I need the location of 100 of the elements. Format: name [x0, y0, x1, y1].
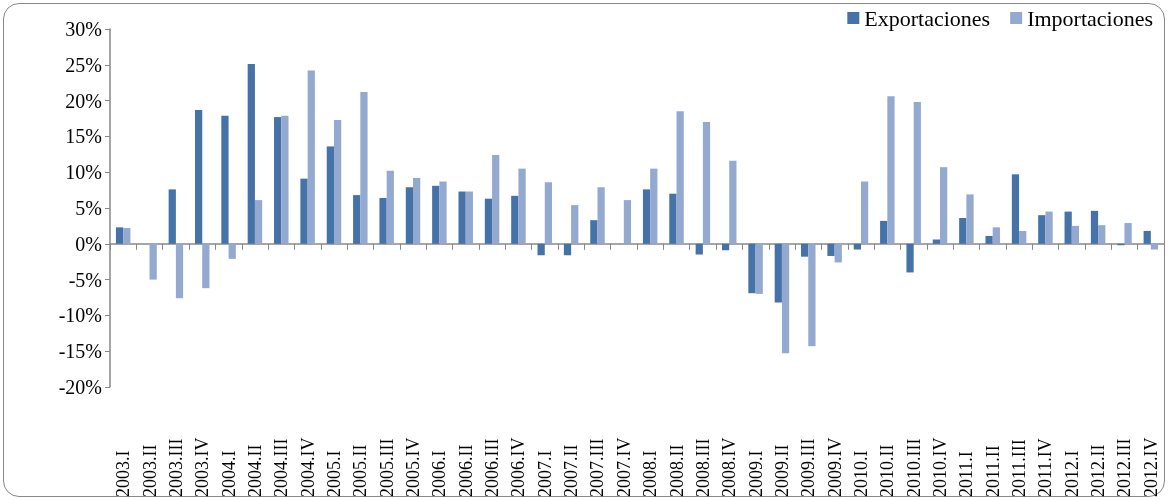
- bar: [247, 64, 255, 244]
- y-tick-label: 0%: [75, 232, 102, 255]
- y-tick-label: 15%: [65, 125, 102, 148]
- bar: [623, 200, 632, 244]
- bar: [590, 220, 598, 244]
- bar: [669, 193, 677, 244]
- bar: [781, 243, 790, 354]
- x-tick-label: 2003.II: [139, 444, 160, 497]
- bar: [300, 178, 308, 244]
- bar: [1098, 225, 1106, 244]
- x-tick-label: 2012.IV: [1140, 437, 1161, 497]
- x-tick-label: 2008.I: [640, 450, 661, 497]
- y-tick-label: -10%: [58, 304, 102, 327]
- bar: [168, 189, 176, 244]
- bar: [379, 197, 387, 244]
- bar: [1150, 243, 1159, 250]
- bar: [1071, 225, 1080, 244]
- x-tick-label: 2006.III: [482, 438, 503, 497]
- bar: [221, 115, 229, 244]
- x-tick-label: 2004.I: [218, 450, 239, 497]
- x-tick-label: 2010.I: [850, 450, 871, 497]
- x-tick-label: 2007.II: [561, 444, 582, 497]
- x-tick-label: 2008.III: [692, 438, 713, 497]
- bar: [932, 239, 941, 244]
- x-tick-label: 2005.II: [350, 444, 371, 497]
- x-tick-label: 2009.III: [798, 438, 819, 497]
- x-tick-label: 2010.IV: [930, 437, 951, 497]
- x-tick-label: 2009.IV: [824, 437, 845, 497]
- bar: [959, 218, 967, 244]
- bar: [940, 167, 948, 244]
- bar: [326, 146, 334, 244]
- bar: [492, 155, 500, 244]
- bar: [887, 96, 895, 244]
- bar: [729, 160, 737, 244]
- y-tick-label: 10%: [65, 161, 102, 184]
- legend-label: Importaciones: [1027, 5, 1154, 31]
- bar: [1064, 211, 1072, 244]
- bar: [597, 187, 605, 244]
- bar: [360, 92, 368, 244]
- bar: [571, 205, 579, 244]
- bar: [439, 181, 447, 244]
- x-tick-label: 2009.I: [745, 450, 766, 497]
- x-tick-label: 2011.IV: [1035, 438, 1056, 497]
- bar: [748, 243, 756, 294]
- bar: [1045, 211, 1053, 244]
- x-tick-label: 2011.III: [1009, 439, 1030, 497]
- x-tick-label: 2003.I: [113, 450, 134, 497]
- bar: [254, 200, 263, 244]
- bar: [432, 185, 440, 244]
- bar: [228, 243, 236, 259]
- x-tick-label: 2011.II: [982, 445, 1003, 497]
- x-tick-label: 2008.II: [666, 444, 687, 497]
- x-tick-label: 2007.IV: [613, 437, 634, 497]
- bar: [333, 119, 342, 244]
- bar: [1038, 215, 1046, 244]
- x-tick-label: 2003.III: [165, 438, 186, 497]
- x-tick-label: 2011.I: [956, 451, 977, 497]
- bar: [274, 117, 282, 244]
- y-tick-label: 30%: [65, 18, 102, 40]
- bar: [827, 243, 835, 256]
- bar: [405, 187, 414, 244]
- bar: [676, 111, 684, 244]
- bar: [307, 70, 315, 244]
- x-tick-label: 2010.II: [877, 444, 898, 497]
- y-tick-label: 20%: [65, 89, 102, 112]
- legend-label: Exportaciones: [864, 5, 991, 31]
- y-tick-label: 25%: [65, 53, 102, 76]
- bar: [281, 115, 289, 244]
- bar: [880, 220, 888, 244]
- bar: [1090, 210, 1099, 244]
- x-tick-label: 2004.II: [244, 444, 265, 497]
- x-tick-label: 2012.III: [1114, 438, 1135, 497]
- bar: [202, 243, 210, 289]
- x-tick-label: 2010.III: [903, 438, 924, 497]
- x-tick-label: 2012.I: [1061, 450, 1082, 497]
- x-tick-label: 2006.II: [455, 444, 476, 497]
- x-tick-label: 2005.III: [376, 438, 397, 497]
- bar: [1143, 230, 1151, 244]
- bar: [563, 243, 572, 256]
- bar: [702, 122, 711, 244]
- bar: [834, 243, 842, 263]
- x-tick-label: 2006.I: [429, 450, 450, 497]
- bar: [386, 170, 394, 244]
- bar: [695, 243, 703, 255]
- bar: [650, 168, 658, 244]
- bar: [353, 195, 361, 244]
- bar: [853, 243, 861, 250]
- bar: [511, 195, 519, 244]
- y-tick-label: -20%: [58, 376, 102, 398]
- bar: [1011, 174, 1020, 244]
- y-tick-label: 5%: [75, 197, 102, 219]
- x-tick-label: 2009.II: [771, 444, 792, 497]
- bar: [808, 243, 816, 347]
- bar: [484, 198, 493, 244]
- y-tick-label: -15%: [58, 340, 102, 363]
- bar: [149, 243, 157, 280]
- x-tick-label: 2003.IV: [192, 437, 213, 497]
- bar: [537, 243, 545, 256]
- bar: [1124, 223, 1132, 244]
- bar: [906, 243, 914, 273]
